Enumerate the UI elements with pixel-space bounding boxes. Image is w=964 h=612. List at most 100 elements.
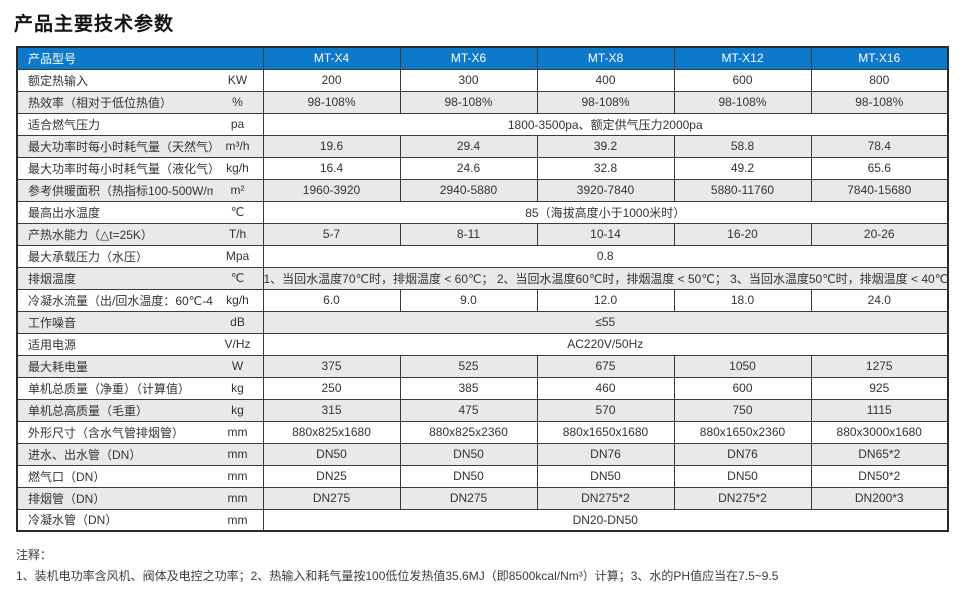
spec-value: 32.8 bbox=[536, 156, 675, 180]
column-header-product-model: 产品型号 bbox=[16, 46, 264, 70]
spec-unit: kg/h bbox=[226, 293, 249, 307]
spec-label: 热效率（相对于低位热值） bbox=[28, 95, 173, 110]
table-row: 单机总质量（净重）（计算值） kg 250 385 460 600 925 bbox=[16, 376, 949, 400]
spec-value: 58.8 bbox=[673, 134, 812, 158]
spec-label-cell: 最大功率时每小时耗气量（液化气） kg/h bbox=[16, 156, 264, 180]
table-row: 进水、出水管（DN） mm DN50 DN50 DN76 DN76 DN65*2 bbox=[16, 442, 949, 466]
spec-label-cell: 参考供暖面积（热指标100-500W/m） m² bbox=[16, 178, 264, 202]
spec-label-cell: 最大功率时每小时耗气量（天然气） m³/h bbox=[16, 134, 264, 158]
spec-unit: mm bbox=[227, 512, 248, 527]
spec-label-cell: 排烟温度 ℃ bbox=[16, 266, 264, 290]
spec-span-value: AC220V/50Hz bbox=[262, 332, 949, 356]
spec-unit: kg bbox=[231, 403, 244, 417]
table-row: 参考供暖面积（热指标100-500W/m） m² 1960-3920 2940-588… bbox=[16, 178, 949, 202]
table-row: 额定热输入 KW 200 300 400 600 800 bbox=[16, 68, 949, 92]
spec-value: 1115 bbox=[810, 398, 949, 422]
spec-value: DN50 bbox=[536, 464, 675, 488]
column-header-mt-x12: MT-X12 bbox=[673, 46, 812, 70]
footnotes: 注释： 1、装机电功率含风机、阀体及电控之功率；2、热输入和耗气量按100低位发… bbox=[16, 545, 964, 587]
spec-span-value: 0.8 bbox=[262, 244, 949, 268]
spec-unit: Mpa bbox=[225, 249, 250, 263]
spec-value: 250 bbox=[262, 376, 401, 400]
spec-unit: mm bbox=[227, 425, 248, 439]
spec-label: 额定热输入 bbox=[28, 73, 89, 88]
table-row: 产热水能力（△t=25K） T/h 5-7 8-11 10-14 16-20 20-26 bbox=[16, 222, 949, 246]
table-row: 最大耗电量 W 375 525 675 1050 1275 bbox=[16, 354, 949, 378]
spec-value: 375 bbox=[262, 354, 401, 378]
footnotes-text: 1、装机电功率含风机、阀体及电控之功率；2、热输入和耗气量按100低位发热值35… bbox=[16, 569, 779, 583]
spec-unit: pa bbox=[230, 117, 245, 131]
spec-value: 400 bbox=[536, 68, 675, 92]
spec-label-cell: 冷凝水管（DN） mm bbox=[16, 508, 264, 532]
spec-label: 排烟温度 bbox=[28, 271, 77, 286]
spec-unit: W bbox=[231, 359, 244, 373]
spec-value: 16-20 bbox=[673, 222, 812, 246]
spec-value: 7840-15680 bbox=[810, 178, 949, 202]
spec-label: 冷凝水流量（出/回水温度：60℃-40℃） bbox=[28, 293, 213, 308]
spec-value: 6.0 bbox=[262, 288, 401, 312]
spec-unit: kg bbox=[231, 381, 244, 395]
spec-label-cell: 外形尺寸（含水气管排烟管） mm bbox=[16, 420, 264, 444]
spec-table: 产品型号 MT-X4 MT-X6 MT-X8 MT-X12 MT-X16 额定热… bbox=[16, 46, 949, 532]
spec-value: DN275 bbox=[399, 486, 538, 510]
spec-value: 20-26 bbox=[810, 222, 949, 246]
spec-value: DN50*2 bbox=[810, 464, 949, 488]
spec-label-cell: 最大耗电量 W bbox=[16, 354, 264, 378]
spec-value: 315 bbox=[262, 398, 401, 422]
spec-label-cell: 适用电源 V/Hz bbox=[16, 332, 264, 356]
spec-value: 65.6 bbox=[810, 156, 949, 180]
spec-unit: dB bbox=[230, 315, 245, 329]
spec-span-value: 1800-3500pa、额定供气压力2000pa bbox=[262, 112, 949, 136]
spec-value: DN76 bbox=[673, 442, 812, 466]
spec-unit: m² bbox=[230, 183, 245, 197]
spec-value: 880x3000x1680 bbox=[810, 420, 949, 444]
column-header-mt-x16: MT-X16 bbox=[810, 46, 949, 70]
spec-span-value: 85（海拔高度小于1000米时） bbox=[262, 200, 949, 224]
spec-value: 570 bbox=[536, 398, 675, 422]
spec-unit: mm bbox=[227, 469, 248, 483]
spec-label-cell: 产热水能力（△t=25K） T/h bbox=[16, 222, 264, 246]
spec-label-cell: 进水、出水管（DN） mm bbox=[16, 442, 264, 466]
spec-span-value: DN20-DN50 bbox=[262, 508, 949, 532]
spec-value: DN275*2 bbox=[673, 486, 812, 510]
spec-value: 8-11 bbox=[399, 222, 538, 246]
spec-label-cell: 燃气口（DN） mm bbox=[16, 464, 264, 488]
spec-label: 最大承载压力（水压） bbox=[28, 249, 149, 264]
spec-value: 300 bbox=[399, 68, 538, 92]
spec-value: 880x1650x1680 bbox=[536, 420, 675, 444]
spec-value: 880x825x2360 bbox=[399, 420, 538, 444]
spec-span-value: 1、当回水温度70℃时，排烟温度 < 60℃； 2、当回水温度60℃时，排烟温度… bbox=[262, 266, 949, 290]
spec-value: DN25 bbox=[262, 464, 401, 488]
spec-value: 16.4 bbox=[262, 156, 401, 180]
spec-value: 49.2 bbox=[673, 156, 812, 180]
spec-value: 98-108% bbox=[810, 90, 949, 114]
spec-label: 燃气口（DN） bbox=[28, 469, 106, 484]
spec-label-cell: 最大承载压力（水压） Mpa bbox=[16, 244, 264, 268]
spec-unit: ℃ bbox=[230, 271, 245, 285]
column-header-mt-x8: MT-X8 bbox=[536, 46, 675, 70]
table-row: 燃气口（DN） mm DN25 DN50 DN50 DN50 DN50*2 bbox=[16, 464, 949, 488]
spec-value: 98-108% bbox=[262, 90, 401, 114]
spec-unit: T/h bbox=[228, 227, 247, 241]
table-row: 工作噪音 dB ≤55 bbox=[16, 310, 949, 334]
spec-value: 5880-11760 bbox=[673, 178, 812, 202]
spec-label-cell: 冷凝水流量（出/回水温度：60℃-40℃） kg/h bbox=[16, 288, 264, 312]
spec-value: DN200*3 bbox=[810, 486, 949, 510]
spec-value: 39.2 bbox=[536, 134, 675, 158]
spec-value: 2940-5880 bbox=[399, 178, 538, 202]
spec-value: 925 bbox=[810, 376, 949, 400]
spec-label: 冷凝水管（DN） bbox=[28, 513, 118, 528]
table-row: 冷凝水流量（出/回水温度：60℃-40℃） kg/h 6.09.012.018.02… bbox=[16, 288, 949, 312]
spec-label: 单机总高质量（毛重） bbox=[28, 403, 149, 418]
spec-value: 800 bbox=[810, 68, 949, 92]
spec-unit: KW bbox=[227, 73, 248, 87]
table-row: 热效率（相对于低位热值）% 98-108% 98-108% 98-108% 98-108… bbox=[16, 90, 949, 114]
spec-value: DN275 bbox=[262, 486, 401, 510]
spec-label: 进水、出水管（DN） bbox=[28, 447, 142, 462]
table-row: 适合燃气压力 pa 1800-3500pa、额定供气压力2000pa bbox=[16, 112, 949, 136]
spec-label: 外形尺寸（含水气管排烟管） bbox=[28, 425, 185, 440]
spec-label: 最大功率时每小时耗气量（天然气） bbox=[28, 139, 213, 154]
spec-value: 1275 bbox=[810, 354, 949, 378]
spec-value: DN50 bbox=[673, 464, 812, 488]
